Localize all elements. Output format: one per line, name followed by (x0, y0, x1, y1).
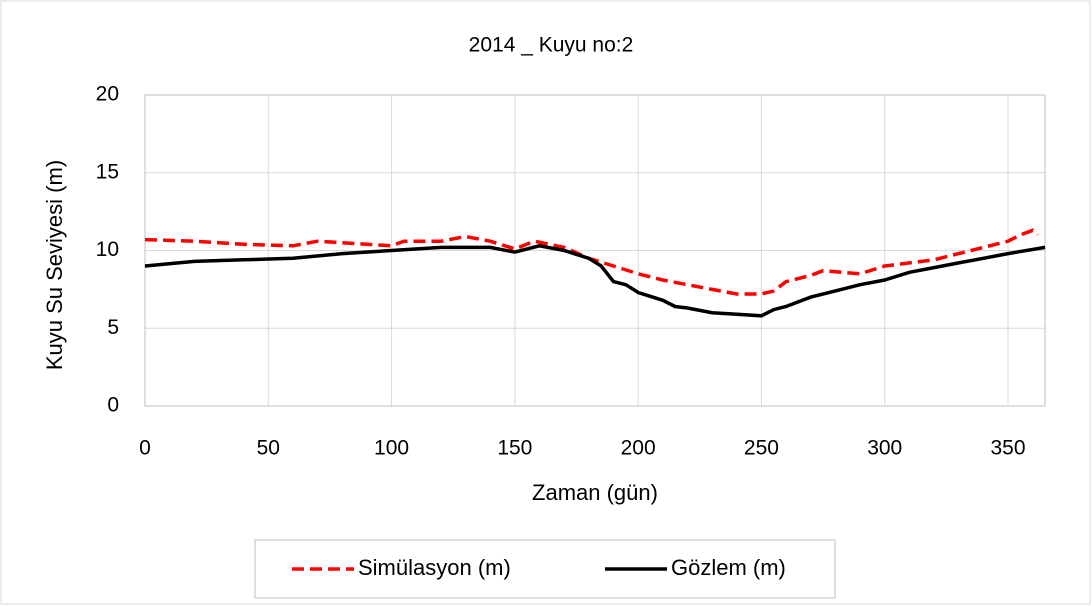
legend-label: Gözlem (m) (671, 555, 786, 580)
x-tick-label: 300 (867, 437, 902, 460)
legend-box (254, 539, 836, 599)
y-axis-label: Kuyu Su Seviyesi (m) (42, 160, 67, 370)
y-tick-label: 0 (107, 394, 119, 417)
x-tick-label: 150 (497, 437, 532, 460)
chart-title: 2014 _ Kuyu no:2 (469, 34, 634, 57)
x-tick-label: 0 (139, 437, 151, 460)
y-tick-label: 5 (107, 316, 119, 339)
series-line (144, 228, 1039, 296)
series-line (144, 244, 1046, 318)
x-tick-label: 200 (621, 437, 656, 460)
x-tick-label: 350 (990, 437, 1025, 460)
plot-border (144, 94, 1046, 407)
legend-label: Simülasyon (m) (358, 555, 511, 580)
x-axis-label: Zaman (gün) (532, 480, 658, 505)
y-tick-label: 20 (96, 83, 119, 106)
y-tick-label: 10 (96, 238, 119, 261)
x-tick-label: 50 (257, 437, 280, 460)
x-tick-label: 250 (744, 437, 779, 460)
x-tick-label: 100 (374, 437, 409, 460)
y-tick-label: 15 (96, 160, 119, 183)
